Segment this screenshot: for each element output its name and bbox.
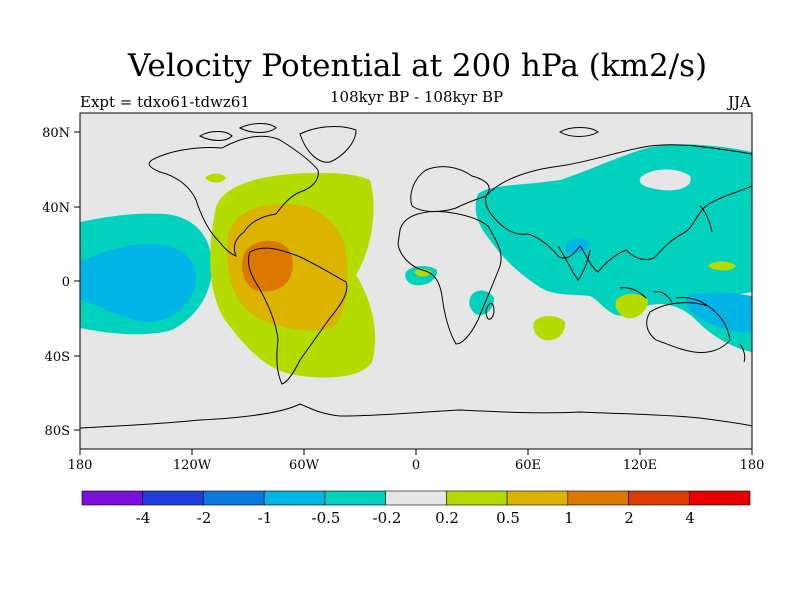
colorbar-box bbox=[81, 490, 144, 506]
colorbar-box bbox=[688, 490, 751, 506]
colorbar-label: -0.2 bbox=[373, 509, 402, 527]
season-label: JJA bbox=[728, 93, 751, 111]
lon-tick-180w: 180 bbox=[68, 449, 93, 473]
colorbar-label: 0.5 bbox=[496, 509, 520, 527]
contour-asia-teal bbox=[475, 144, 752, 352]
contour-greenland-lime bbox=[205, 173, 226, 183]
lon-label-60w: 60W bbox=[289, 458, 320, 473]
colorbar-box bbox=[506, 490, 569, 506]
colorbar-box bbox=[628, 490, 690, 506]
lat-label-40s: 40S bbox=[45, 350, 70, 365]
contour-westafrica-lime bbox=[414, 269, 432, 277]
lon-label-180e: 180 bbox=[740, 458, 765, 473]
contour-amazon-orange bbox=[242, 240, 293, 292]
lat-label-0: 0 bbox=[62, 275, 70, 290]
chart-title: Velocity Potential at 200 hPa (km2/s) bbox=[127, 48, 708, 84]
colorbar-box bbox=[263, 490, 326, 506]
colorbar-box bbox=[142, 490, 204, 506]
longitude-axis: 180 120W 60W 0 60E 120E 180 bbox=[68, 449, 765, 473]
colorbar-label: -1 bbox=[258, 509, 273, 527]
contour-maritime-lime bbox=[615, 294, 648, 319]
lat-label-40n: 40N bbox=[42, 201, 70, 216]
colorbar-box bbox=[324, 490, 386, 506]
latitude-axis: 80N 40N 0 40S 80S bbox=[42, 126, 80, 439]
colorbar-label: 1 bbox=[564, 509, 574, 527]
lat-tick-40n: 40N bbox=[42, 201, 80, 216]
contour-indian-lime bbox=[533, 316, 566, 341]
colorbar-label: 2 bbox=[624, 509, 634, 527]
lon-label-120e: 120E bbox=[623, 458, 657, 473]
lon-tick-60e: 60E bbox=[515, 449, 541, 473]
colorbar-label: 4 bbox=[685, 509, 695, 527]
colorbar-boxes bbox=[81, 490, 751, 506]
lon-tick-120w: 120W bbox=[173, 449, 212, 473]
colorbar-box bbox=[567, 490, 629, 506]
colorbar-box bbox=[385, 490, 447, 506]
lon-label-60e: 60E bbox=[515, 458, 541, 473]
coastlines bbox=[80, 123, 752, 429]
lat-tick-80n: 80N bbox=[42, 126, 80, 141]
colorbar-box bbox=[446, 490, 508, 506]
lon-tick-60w: 60W bbox=[289, 449, 320, 473]
lon-label-0: 0 bbox=[412, 458, 420, 473]
velocity-potential-contours bbox=[80, 123, 752, 429]
lat-label-80n: 80N bbox=[42, 126, 70, 141]
lat-label-80s: 80S bbox=[45, 424, 70, 439]
colorbar: -4 -2 -1 -0.5 -0.2 0.2 0.5 1 2 4 bbox=[81, 490, 751, 527]
colorbar-label: -4 bbox=[136, 509, 151, 527]
lon-tick-0: 0 bbox=[412, 449, 420, 473]
experiment-label: Expt = tdxo61-tdwz61 bbox=[80, 93, 250, 111]
contour-pacific-cyan bbox=[80, 244, 196, 322]
lon-tick-120e: 120E bbox=[623, 449, 657, 473]
lon-tick-180e: 180 bbox=[740, 449, 765, 473]
lon-label-180w: 180 bbox=[68, 458, 93, 473]
contour-pacific-lime bbox=[708, 261, 736, 271]
colorbar-labels: -4 -2 -1 -0.5 -0.2 0.2 0.5 1 2 4 bbox=[136, 509, 695, 527]
contour-siberia-neutral bbox=[639, 169, 691, 191]
colorbar-label: 0.2 bbox=[435, 509, 459, 527]
lat-tick-80s: 80S bbox=[45, 424, 80, 439]
chart-subtitle: 108kyr BP - 108kyr BP bbox=[330, 88, 504, 106]
lat-tick-40s: 40S bbox=[45, 350, 80, 365]
colorbar-label: -2 bbox=[197, 509, 212, 527]
lon-label-120w: 120W bbox=[173, 458, 212, 473]
lat-tick-0: 0 bbox=[62, 275, 80, 290]
colorbar-label: -0.5 bbox=[312, 509, 341, 527]
colorbar-box bbox=[203, 490, 265, 506]
contour-asia-cyan bbox=[566, 238, 590, 254]
